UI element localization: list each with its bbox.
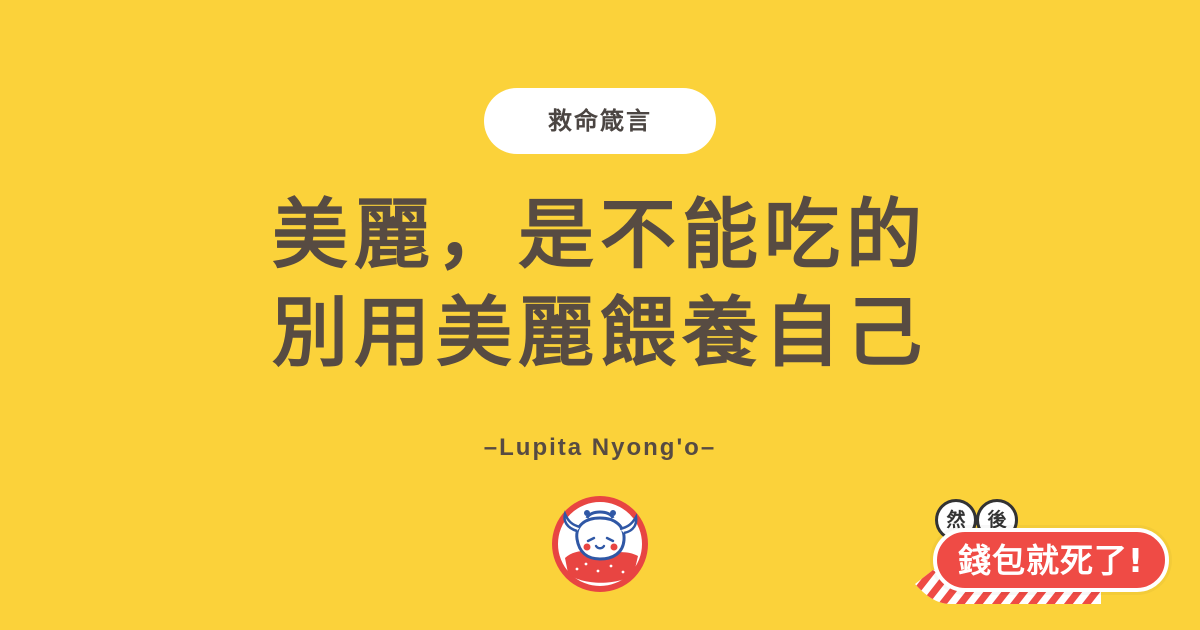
quote-attribution: –Lupita Nyong'o–	[483, 434, 717, 461]
quote-line-2: 別用美麗餵養自己	[272, 288, 928, 377]
category-badge: 救命箴言	[484, 88, 716, 154]
quote-line-1: 美麗，是不能吃的	[272, 190, 928, 279]
coin-purse-character-icon	[552, 496, 648, 592]
quote-text: 美麗，是不能吃的 別用美麗餵養自己	[170, 186, 1030, 382]
category-label: 救命箴言	[548, 107, 652, 135]
sticker-main-label: 錢包就死了!	[933, 528, 1169, 592]
sticker-comma: ,	[1013, 508, 1024, 541]
wallet-dies-sticker: 然 後 , 錢包就死了!	[915, 494, 1185, 618]
